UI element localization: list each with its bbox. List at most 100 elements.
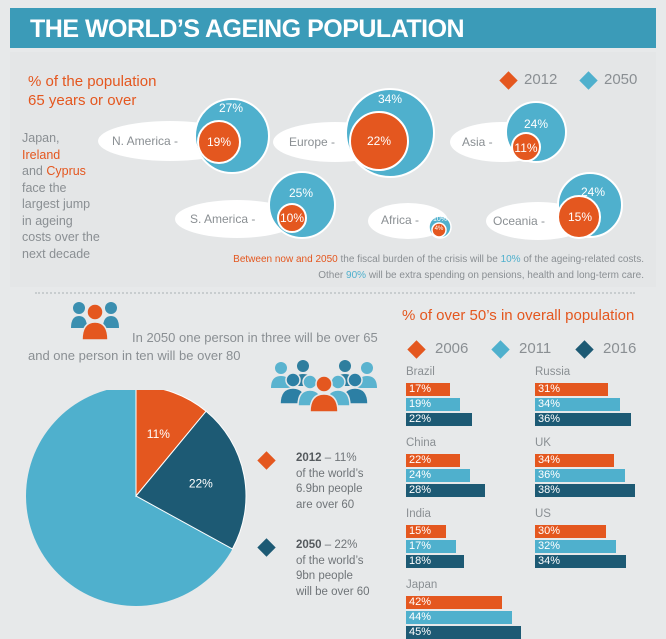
bar-value-label: 38% — [538, 484, 561, 496]
bar-china-2011: 24% — [406, 469, 471, 482]
bar-value-label: 28% — [409, 484, 432, 496]
region-label-n-america: N. America - — [112, 134, 179, 148]
bar-india-2006: 15% — [406, 525, 446, 538]
bar-value-label: 17% — [409, 540, 432, 552]
bar-legend-2016-marker — [575, 340, 594, 359]
pie-note-2012-text4: are over 60 — [296, 498, 355, 511]
circle-2012 — [557, 195, 601, 239]
bar-value-label: 36% — [538, 469, 561, 481]
value-2012-oceania: 15% — [567, 210, 593, 224]
population-section-title: % of the population 65 years or over — [28, 72, 156, 110]
bar-uk-2016: 38% — [535, 484, 635, 497]
note-ageing-costs: of the ageing-related costs. — [520, 254, 644, 265]
ageing-costs-side-text: Japan, Ireland and Cyprus face the large… — [22, 130, 102, 262]
note-10-percent: 10% — [500, 254, 521, 265]
bar-uk-2006: 34% — [535, 454, 615, 467]
region-label-s-america: S. America - — [190, 212, 256, 226]
bar-japan-2011: 44% — [406, 611, 513, 624]
pie-note-2012-text2: of the world’s — [296, 467, 364, 480]
bar-legend-2011-marker — [491, 340, 510, 359]
bar-uk-2011: 36% — [535, 469, 625, 482]
bar-value-label: 42% — [409, 596, 432, 608]
bubble-europe — [273, 88, 435, 178]
bar-brazil-2011: 19% — [406, 398, 460, 411]
circle-2012 — [277, 203, 307, 233]
extra-spending-note: Other 90% will be extra spending on pens… — [318, 270, 644, 281]
country-label-russia: Russia — [535, 366, 571, 378]
bar-value-label: 17% — [409, 383, 432, 395]
bar-legend-2016-label: 2016 — [603, 340, 637, 357]
pie-note-2012-text1: – 11% — [321, 452, 357, 464]
bar-china-2016: 28% — [406, 484, 485, 497]
bar-value-label: 15% — [409, 525, 432, 537]
bar-us-2016: 34% — [535, 555, 627, 568]
pie-intro-line2: and one person in ten will be over 80 — [28, 348, 241, 363]
pie-note-2050-text4: will be over 60 — [296, 585, 370, 598]
pie-note-2012-text3: 6.9bn people — [296, 483, 363, 495]
pie-intro-line1: In 2050 one person in three will be over… — [132, 330, 378, 345]
side-text-ireland: Ireland — [22, 147, 61, 162]
bar-russia-2006: 31% — [535, 383, 609, 396]
bar-china-2006: 22% — [406, 454, 461, 467]
bar-chart-title: % of over 50’s in overall population — [402, 307, 635, 324]
circle-2012 — [511, 132, 541, 162]
bar-japan-2016: 45% — [406, 626, 521, 639]
value-2050-africa: 10% — [432, 216, 447, 223]
pie-slice-2050 — [135, 410, 247, 550]
bar-value-label: 34% — [538, 398, 561, 410]
population-title-line1: % of the population — [28, 73, 157, 90]
pie-label-2050: 22% — [189, 477, 213, 491]
bar-brazil-2006: 17% — [406, 383, 450, 396]
population-title-line2: 65 years or over — [28, 92, 137, 109]
world-ageing-pie: 11% 22% — [26, 390, 247, 606]
circle-2012 — [431, 222, 447, 238]
legend-2012-label: 2012 — [524, 71, 558, 88]
value-2012-s-america: 10% — [280, 211, 305, 225]
bar-legend-2011-label: 2011 — [519, 340, 552, 357]
bar-legend-2006-label: 2006 — [435, 340, 469, 357]
value-2012-n-america: 19% — [207, 135, 232, 149]
bubble-n-america — [98, 98, 270, 174]
crowd-icon — [271, 360, 377, 413]
bar-value-label: 19% — [409, 398, 432, 410]
country-label-india: India — [406, 508, 431, 520]
bar-value-label: 34% — [538, 454, 561, 466]
region-label-europe: Europe - — [289, 135, 336, 149]
note-extra-spending: will be extra spending on pensions, heal… — [366, 270, 644, 281]
pie-note-2012-year: 2012 — [296, 452, 322, 464]
label-pill — [175, 200, 299, 238]
pie-note-2050-text3: 9bn people — [296, 570, 353, 582]
note-between-now: Between now and 2050 — [233, 254, 338, 265]
bar-value-label: 31% — [538, 383, 561, 395]
top-panel — [10, 52, 656, 287]
value-2012-africa: 4% — [434, 226, 444, 232]
label-pill — [368, 203, 448, 239]
bar-value-label: 34% — [538, 555, 561, 567]
bar-india-2016: 18% — [406, 555, 464, 568]
page-title: THE WORLD’S AGEING POPULATION — [30, 15, 465, 43]
fiscal-burden-note: Between now and 2050 the fiscal burden o… — [233, 254, 644, 265]
people-group-icon — [71, 302, 119, 341]
value-2050-s-america: 25% — [288, 186, 314, 200]
bar-value-label: 18% — [409, 555, 432, 567]
side-text-and: and — [22, 164, 47, 178]
bar-value-label: 36% — [538, 413, 561, 425]
value-2050-oceania: 24% — [580, 185, 606, 199]
circle-2012 — [349, 111, 409, 171]
bar-japan-2006: 42% — [406, 596, 503, 609]
legend-2050-label: 2050 — [604, 71, 638, 88]
side-text-rest: face the largest jump in ageing costs ov… — [22, 180, 100, 261]
bubble-asia — [450, 101, 567, 163]
pie-note-2050: 2050 – 22% of the world’s 9bn people wil… — [296, 538, 370, 600]
region-label-asia: Asia - — [462, 135, 493, 149]
value-2012-asia: 11% — [514, 141, 538, 155]
bar-legend-2006-marker — [407, 340, 426, 359]
country-label-brazil: Brazil — [406, 366, 435, 378]
pie-label-2012: 11% — [147, 427, 170, 441]
header-banner: THE WORLD’S AGEING POPULATION — [10, 8, 656, 48]
region-label-africa: Africa - — [381, 213, 420, 227]
pie-note-2050-text1: – 22% — [321, 539, 358, 551]
bar-us-2006: 30% — [535, 525, 606, 538]
bubble-s-america — [175, 171, 336, 239]
